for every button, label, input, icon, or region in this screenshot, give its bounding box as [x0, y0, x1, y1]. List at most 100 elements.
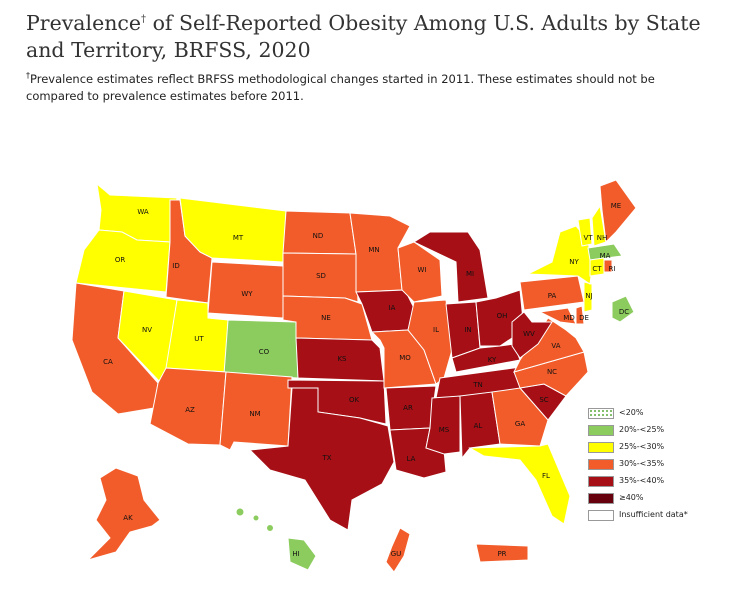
label-ut: UT — [194, 335, 204, 343]
state-wv[interactable] — [511, 311, 553, 359]
state-ri[interactable] — [603, 259, 613, 273]
label-pa: PA — [548, 292, 557, 300]
hi-island-2 — [252, 514, 260, 522]
label-nm: NM — [249, 410, 260, 418]
label-ok: OK — [349, 396, 360, 404]
label-pr: PR — [497, 550, 506, 558]
state-dc[interactable] — [611, 295, 635, 323]
legend-label-20-25: 20%-<25% — [619, 425, 665, 434]
label-ma: MA — [600, 252, 611, 260]
label-ia: IA — [389, 304, 396, 312]
legend-swatch-35-40 — [588, 476, 614, 487]
legend-item-30-35: 30%-<35% — [588, 457, 728, 474]
label-mn: MN — [368, 246, 379, 254]
label-la: LA — [407, 455, 416, 463]
label-tn: TN — [472, 381, 483, 389]
label-ne: NE — [321, 314, 331, 322]
legend-swatch-lt20 — [588, 408, 614, 419]
legend-label-lt20: <20% — [619, 408, 644, 417]
label-nc: NC — [547, 368, 557, 376]
label-ca: CA — [103, 358, 113, 366]
state-tx[interactable] — [248, 387, 395, 531]
title-text-1: Prevalence — [26, 10, 142, 35]
state-ak[interactable] — [86, 467, 161, 562]
page-title: Prevalence† of Self-Reported Obesity Amo… — [26, 6, 726, 64]
state-hi[interactable] — [287, 537, 317, 571]
territory-gu[interactable] — [385, 527, 411, 573]
title-dagger: † — [141, 14, 147, 25]
note-text: Prevalence estimates reflect BRFSS metho… — [26, 71, 655, 103]
label-nv: NV — [142, 326, 152, 334]
state-ma[interactable] — [587, 243, 623, 261]
footnote: †Prevalence estimates reflect BRFSS meth… — [26, 67, 716, 105]
hi-island-3 — [266, 524, 274, 532]
label-me: ME — [611, 202, 621, 210]
label-md: MD — [563, 314, 574, 322]
label-wy: WY — [241, 290, 253, 298]
legend: <20% 20%-<25% 25%-<30% 30%-<35% 35%-<40%… — [588, 406, 728, 525]
label-mo: MO — [399, 354, 411, 362]
label-al: AL — [474, 422, 483, 430]
state-ks[interactable] — [295, 337, 385, 382]
label-id: ID — [172, 262, 179, 270]
label-wa: WA — [137, 208, 149, 216]
label-ak: AK — [123, 514, 133, 522]
legend-label-ge40: ≥40% — [619, 493, 644, 502]
label-ms: MS — [439, 426, 450, 434]
label-mt: MT — [233, 234, 244, 242]
label-il: IL — [433, 326, 439, 334]
state-al[interactable] — [459, 391, 501, 460]
legend-label-25-30: 25%-<30% — [619, 442, 665, 451]
state-de[interactable] — [575, 305, 585, 325]
legend-item-ge40: ≥40% — [588, 491, 728, 508]
label-ky: KY — [488, 356, 497, 364]
label-sc: SC — [539, 396, 548, 404]
label-ri: RI — [609, 265, 616, 273]
territory-pr[interactable] — [475, 543, 529, 563]
legend-label-35-40: 35%-<40% — [619, 476, 665, 485]
label-hi: HI — [292, 550, 299, 558]
label-va: VA — [551, 342, 560, 350]
label-ny: NY — [569, 258, 579, 266]
state-fl[interactable] — [468, 443, 571, 525]
label-tx: TX — [321, 454, 331, 462]
legend-swatch-20-25 — [588, 425, 614, 436]
legend-label-30-35: 30%-<35% — [619, 459, 665, 468]
legend-item-35-40: 35%-<40% — [588, 474, 728, 491]
legend-label-insufficient: Insufficient data* — [619, 510, 688, 519]
state-ga[interactable] — [491, 387, 549, 447]
label-mi: MI — [466, 270, 474, 278]
state-ct[interactable] — [589, 257, 605, 277]
label-ks: KS — [337, 355, 347, 363]
state-ms[interactable] — [425, 395, 461, 455]
legend-item-insufficient: Insufficient data* — [588, 508, 728, 525]
label-de: DE — [579, 314, 589, 322]
state-nm[interactable] — [219, 371, 293, 451]
label-or: OR — [115, 256, 126, 264]
state-labels: WA OR CA NV ID MT WY UT CO AZ NM ND SD N… — [103, 202, 629, 558]
label-fl: FL — [542, 472, 550, 480]
label-gu: GU — [391, 550, 402, 558]
label-ct: CT — [592, 265, 602, 273]
label-nd: ND — [313, 232, 324, 240]
label-sd: SD — [316, 272, 326, 280]
legend-item-lt20: <20% — [588, 406, 728, 423]
title-text-2: of Self-Reported Obesity Among U.S. Adul… — [26, 10, 701, 62]
label-oh: OH — [497, 312, 508, 320]
legend-swatch-insufficient — [588, 510, 614, 521]
legend-swatch-25-30 — [588, 442, 614, 453]
note-dagger: † — [26, 71, 30, 80]
label-nh: NH — [597, 234, 608, 242]
legend-item-20-25: 20%-<25% — [588, 423, 728, 440]
state-vt[interactable] — [577, 217, 593, 247]
state-va[interactable] — [513, 317, 585, 373]
label-az: AZ — [185, 406, 195, 414]
state-me[interactable] — [599, 179, 637, 244]
label-ga: GA — [515, 420, 525, 428]
label-in: IN — [464, 326, 471, 334]
state-mi[interactable] — [412, 231, 489, 303]
label-dc: DC — [619, 308, 629, 316]
legend-item-25-30: 25%-<30% — [588, 440, 728, 457]
label-vt: VT — [583, 234, 593, 242]
